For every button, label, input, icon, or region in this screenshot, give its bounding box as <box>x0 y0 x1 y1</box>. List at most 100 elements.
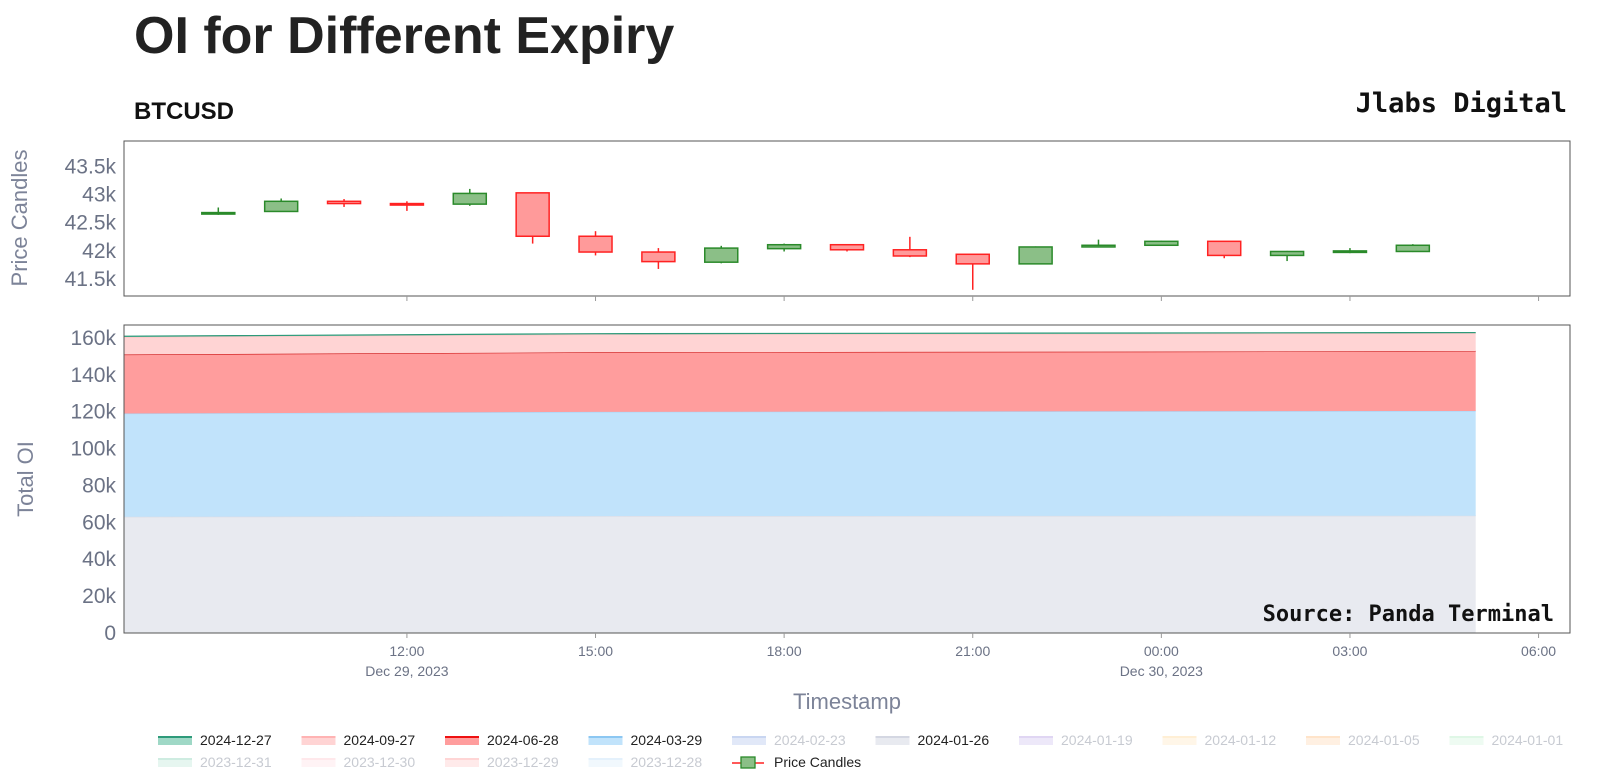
x-tick-label: 21:00 <box>955 643 990 659</box>
oi-plot-frame <box>123 324 1571 634</box>
legend-label: 2024-01-26 <box>918 732 990 748</box>
legend-item-2024-06-28[interactable]: 2024-06-28 <box>445 732 559 748</box>
candle-body <box>1395 244 1431 253</box>
x-tick-label: 12:00 <box>389 643 424 659</box>
price-axis-label: Price Candles <box>7 150 32 287</box>
price-candle <box>1144 240 1179 247</box>
price-y-tick-label: 42.5k <box>65 212 117 235</box>
candle-body <box>766 243 802 250</box>
legend-item-2024-03-29[interactable]: 2024-03-29 <box>588 732 703 748</box>
oi-axis-label: Total OI <box>13 441 38 517</box>
price-candle <box>452 188 488 206</box>
price-candle <box>892 236 928 258</box>
oi-area-2024-12-27 <box>124 332 1476 337</box>
price-candle <box>1018 246 1053 265</box>
legend-swatch-fill <box>301 759 336 767</box>
legend-candle-icon <box>740 756 756 769</box>
legend-swatch-fill <box>732 737 766 745</box>
price-x-ticks <box>406 296 1540 301</box>
legend-item-price-candles[interactable]: Price Candles <box>732 754 861 770</box>
price-candle <box>1269 250 1305 262</box>
legend-item-2024-01-05[interactable]: 2024-01-05 <box>1306 732 1420 748</box>
x-tick-label: 18:00 <box>767 643 802 659</box>
legend-label: 2024-12-27 <box>200 732 272 748</box>
oi-line-2024-12-27 <box>123 331 1476 337</box>
candle-body <box>389 202 425 206</box>
oi-y-tick-label: 140k <box>70 364 116 387</box>
legend-label: 2024-03-29 <box>631 732 703 748</box>
legend-label: 2024-01-19 <box>1061 732 1133 748</box>
legend-swatch-fill <box>1019 737 1053 745</box>
price-candle <box>515 192 550 244</box>
oi-y-tick-label: 100k <box>70 438 116 461</box>
candle-body <box>1018 246 1053 265</box>
legend-item-2024-12-27[interactable]: 2024-12-27 <box>158 732 272 748</box>
chart-subtitle: BTCUSD <box>134 98 234 125</box>
price-candle <box>955 253 990 290</box>
candles-layer <box>201 188 1431 290</box>
total-oi-panel: 0 20k 40k 60k 80k 100k 120k 140k 160k 12:00 Dec 2… <box>13 324 1571 714</box>
legend-swatch-fill <box>301 737 336 745</box>
price-candle <box>1332 248 1368 254</box>
legend-label: 2024-01-01 <box>1492 732 1564 748</box>
price-candle <box>641 248 676 269</box>
legend-swatch-fill <box>1162 737 1197 745</box>
legend-swatch-fill <box>588 759 623 767</box>
candle-body <box>1206 240 1242 257</box>
candle-body <box>578 235 613 253</box>
oi-areas-layer <box>123 331 1476 633</box>
legend-item-2023-12-28[interactable]: 2023-12-28 <box>588 754 703 770</box>
brand-label: Jlabs Digital <box>1356 88 1567 119</box>
candle-body <box>1269 250 1305 257</box>
legend-item-2024-01-19[interactable]: 2024-01-19 <box>1019 732 1133 748</box>
legend-swatch-fill <box>445 759 479 767</box>
price-candle <box>766 243 802 252</box>
price-candle <box>704 245 739 264</box>
legend-label: 2023-12-31 <box>200 754 272 770</box>
x-tick-sublabel: Dec 29, 2023 <box>365 663 448 679</box>
candle-body <box>263 200 299 213</box>
legend-item-2024-01-12[interactable]: 2024-01-12 <box>1162 732 1277 748</box>
legend-swatch-fill <box>588 737 623 745</box>
price-candle <box>389 201 425 211</box>
price-candle <box>1206 240 1242 259</box>
price-candle <box>201 207 236 215</box>
legend: 2024-12-27 2024-09-27 2024-06-28 2024-03-29… <box>158 732 1563 770</box>
oi-y-tick-label: 80k <box>82 474 116 497</box>
oi-y-tick-label: 160k <box>70 327 116 350</box>
price-y-tick-label: 42k <box>82 240 116 263</box>
legend-item-2024-01-26[interactable]: 2024-01-26 <box>875 732 990 748</box>
legend-item-2024-01-01[interactable]: 2024-01-01 <box>1449 732 1564 748</box>
legend-item-2024-09-27[interactable]: 2024-09-27 <box>301 732 416 748</box>
candle-body <box>641 251 676 263</box>
legend-label: 2024-02-23 <box>774 732 846 748</box>
legend-item-2024-02-23[interactable]: 2024-02-23 <box>732 732 846 748</box>
price-y-tick-label: 43k <box>82 184 116 207</box>
x-axis-label: Timestamp <box>793 689 901 714</box>
candle-body <box>1144 240 1179 247</box>
candle-body <box>829 243 865 251</box>
candle-body <box>326 200 362 205</box>
legend-label: 2023-12-28 <box>631 754 703 770</box>
x-tick-label: 06:00 <box>1521 643 1556 659</box>
x-tick-sublabel: Dec 30, 2023 <box>1120 663 1203 679</box>
legend-item-2023-12-31[interactable]: 2023-12-31 <box>158 754 272 770</box>
legend-item-2023-12-29[interactable]: 2023-12-29 <box>445 754 559 770</box>
candle-body <box>515 192 550 238</box>
legend-label: 2024-01-12 <box>1205 732 1277 748</box>
price-candle <box>326 199 362 207</box>
x-tick-label: 00:00 <box>1144 643 1179 659</box>
legend-item-2023-12-30[interactable]: 2023-12-30 <box>301 754 416 770</box>
x-tick-label: 03:00 <box>1332 643 1367 659</box>
oi-y-ticks: 0 20k 40k 60k 80k 100k 120k 140k 160k <box>70 327 116 645</box>
price-candle <box>1081 239 1116 248</box>
oi-area-2024-06-28 <box>124 351 1476 414</box>
oi-area-2024-01-26 <box>124 515 1476 633</box>
oi-x-ticks: 12:00 Dec 29, 2023 15:00 18:00 21:00 00:00 Dec… <box>365 633 1556 679</box>
oi-y-tick-label: 60k <box>82 511 116 534</box>
legend-swatch-fill <box>158 759 192 767</box>
candle-body <box>955 253 990 265</box>
price-plot-frame <box>123 140 1571 297</box>
legend-label: Price Candles <box>774 754 861 770</box>
